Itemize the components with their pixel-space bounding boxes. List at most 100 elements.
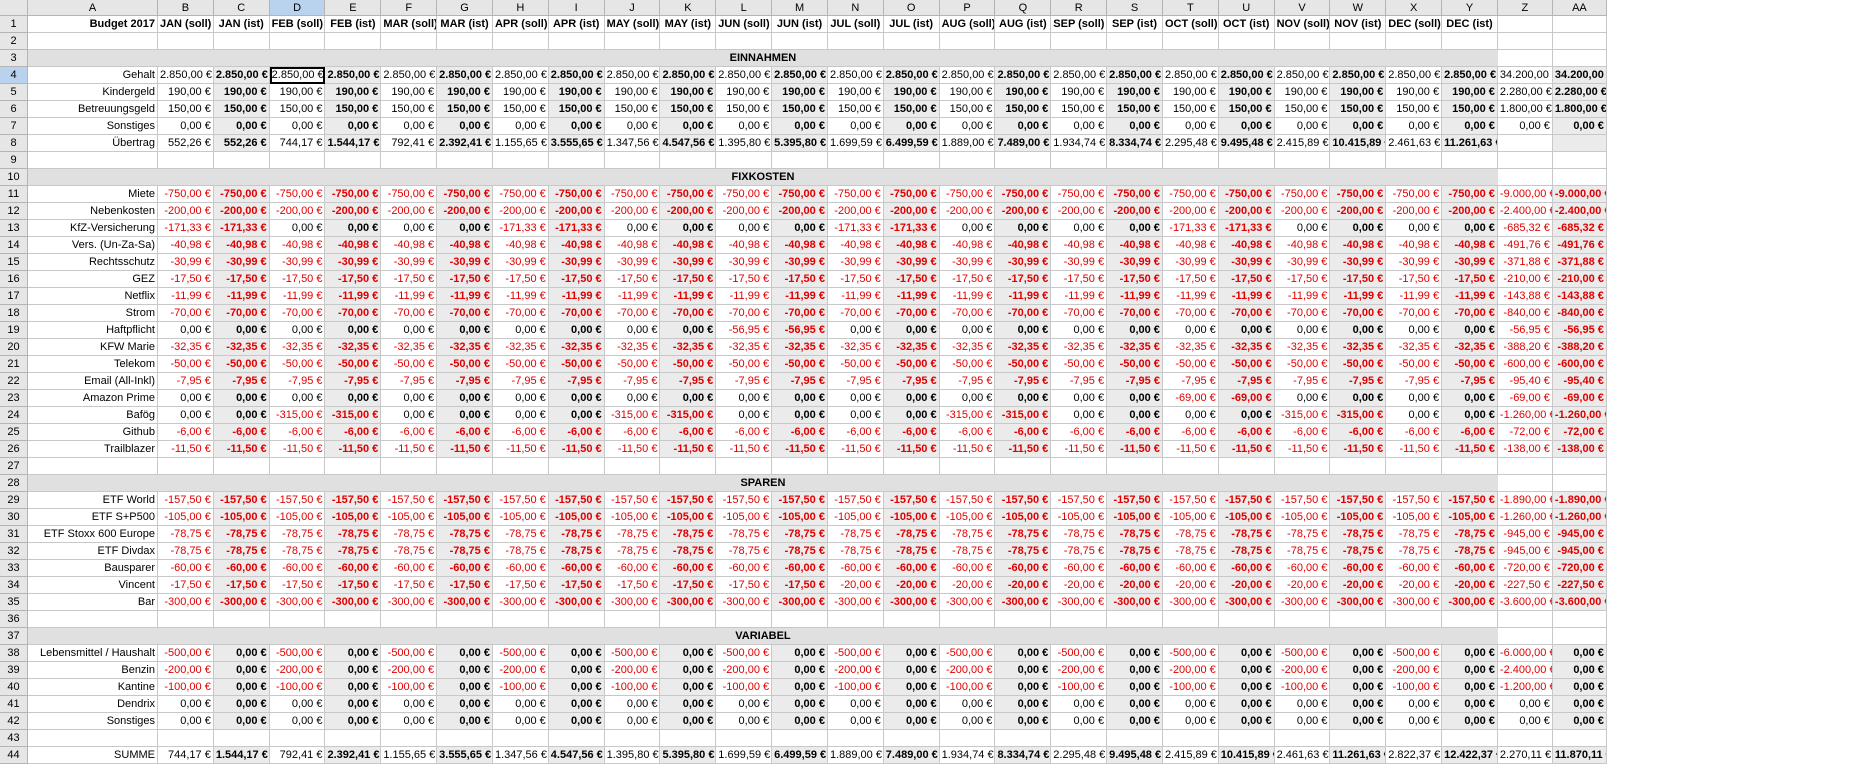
value-cell[interactable]: 0,00 €	[158, 696, 214, 713]
value-cell[interactable]: -105,00 €	[1218, 509, 1275, 526]
value-cell[interactable]: 150,00 €	[883, 101, 940, 118]
row-header-19[interactable]: 19	[0, 322, 28, 339]
value-cell[interactable]: -171,33 €	[492, 220, 549, 237]
value-cell[interactable]: 0,00 €	[716, 390, 773, 407]
value-cell[interactable]: -20,00 €	[1162, 577, 1219, 594]
value-cell[interactable]: 0,00 €	[660, 118, 717, 135]
value-cell[interactable]: 0,00 €	[381, 390, 438, 407]
cell[interactable]	[716, 611, 773, 628]
value-cell[interactable]: 0,00 €	[437, 118, 493, 135]
cell[interactable]	[269, 458, 326, 475]
row-header-35[interactable]: 35	[0, 594, 28, 611]
value-cell[interactable]: 0,00 €	[772, 679, 828, 696]
cell[interactable]	[213, 152, 270, 169]
column-title[interactable]: SEP (soll)	[1051, 16, 1108, 33]
value-cell[interactable]: -17,50 €	[325, 577, 382, 594]
value-cell[interactable]: -300,00 €	[213, 594, 270, 611]
value-cell[interactable]: -100,00 €	[1274, 679, 1331, 696]
cell[interactable]	[437, 33, 493, 50]
row-header-10[interactable]: 10	[0, 169, 28, 186]
value-cell[interactable]: -30,99 €	[1218, 254, 1275, 271]
value-cell[interactable]: -50,00 €	[381, 356, 438, 373]
cell[interactable]	[883, 458, 940, 475]
value-cell[interactable]: -945,00 €	[1552, 526, 1607, 543]
value-cell[interactable]: -11,99 €	[772, 288, 828, 305]
value-cell[interactable]: 4.547,56 €	[660, 135, 717, 152]
value-cell[interactable]: 0,00 €	[883, 118, 940, 135]
cell[interactable]	[772, 611, 828, 628]
column-header-z[interactable]: Z	[1497, 0, 1553, 16]
column-title[interactable]: AUG (soll)	[939, 16, 996, 33]
value-cell[interactable]: -40,98 €	[995, 237, 1052, 254]
value-cell[interactable]: 0,00 €	[772, 662, 828, 679]
column-header-b[interactable]: B	[158, 0, 214, 16]
value-cell[interactable]: -32,35 €	[213, 339, 270, 356]
value-cell[interactable]: -315,00 €	[939, 407, 996, 424]
cell[interactable]	[660, 152, 717, 169]
value-cell[interactable]: -105,00 €	[1051, 509, 1108, 526]
column-header-n[interactable]: N	[827, 0, 884, 16]
value-cell[interactable]: -11,50 €	[604, 441, 661, 458]
value-cell[interactable]: -200,00 €	[381, 662, 438, 679]
value-cell[interactable]: 0,00 €	[492, 696, 549, 713]
value-cell[interactable]: -200,00 €	[269, 662, 326, 679]
value-cell[interactable]: -20,00 €	[1330, 577, 1387, 594]
value-cell[interactable]: -60,00 €	[1051, 560, 1108, 577]
value-cell[interactable]: -32,35 €	[995, 339, 1052, 356]
value-cell[interactable]: 150,00 €	[1442, 101, 1498, 118]
value-cell[interactable]: 0,00 €	[939, 118, 996, 135]
value-cell[interactable]: -105,00 €	[604, 509, 661, 526]
value-cell[interactable]: -78,75 €	[325, 526, 382, 543]
value-cell[interactable]: 0,00 €	[939, 696, 996, 713]
value-cell[interactable]: -50,00 €	[213, 356, 270, 373]
value-cell[interactable]: 190,00 €	[158, 84, 214, 101]
cell[interactable]	[158, 730, 214, 747]
value-cell[interactable]: 0,00 €	[660, 322, 717, 339]
value-cell[interactable]: -300,00 €	[158, 594, 214, 611]
cell[interactable]	[772, 458, 828, 475]
row-label[interactable]: Netflix	[28, 288, 158, 305]
cell[interactable]	[995, 458, 1052, 475]
value-cell[interactable]: -11,50 €	[1386, 441, 1443, 458]
value-cell[interactable]: 0,00 €	[772, 407, 828, 424]
value-cell[interactable]: -685,32 €	[1497, 220, 1553, 237]
value-cell[interactable]: -78,75 €	[1162, 543, 1219, 560]
value-cell[interactable]: -50,00 €	[1274, 356, 1331, 373]
value-cell[interactable]: 0,00 €	[1218, 696, 1275, 713]
value-cell[interactable]: -6,00 €	[437, 424, 493, 441]
value-cell[interactable]: 792,41 €	[269, 747, 326, 764]
value-cell[interactable]: -750,00 €	[325, 186, 382, 203]
value-cell[interactable]: -78,75 €	[772, 526, 828, 543]
value-cell[interactable]: -40,98 €	[381, 237, 438, 254]
value-cell[interactable]: 0,00 €	[604, 696, 661, 713]
value-cell[interactable]: 0,00 €	[548, 662, 605, 679]
cell[interactable]	[1552, 628, 1607, 645]
cell[interactable]	[548, 152, 605, 169]
cell[interactable]	[381, 730, 438, 747]
column-title[interactable]: DEC (soll)	[1386, 16, 1443, 33]
row-label[interactable]: Rechtsschutz	[28, 254, 158, 271]
value-cell[interactable]: -100,00 €	[604, 679, 661, 696]
value-cell[interactable]: -157,50 €	[158, 492, 214, 509]
value-cell[interactable]: 150,00 €	[1051, 101, 1108, 118]
value-cell[interactable]: -40,98 €	[492, 237, 549, 254]
value-cell[interactable]: 0,00 €	[269, 322, 326, 339]
value-cell[interactable]: -78,75 €	[604, 543, 661, 560]
value-cell[interactable]: 190,00 €	[827, 84, 884, 101]
value-cell[interactable]: 0,00 €	[827, 713, 884, 730]
value-cell[interactable]: 0,00 €	[995, 679, 1052, 696]
value-cell[interactable]: -200,00 €	[158, 662, 214, 679]
value-cell[interactable]: 1.934,74 €	[939, 747, 996, 764]
value-cell[interactable]: -30,99 €	[939, 254, 996, 271]
value-cell[interactable]: -30,99 €	[1442, 254, 1498, 271]
value-cell[interactable]: -50,00 €	[1162, 356, 1219, 373]
value-cell[interactable]: 0,00 €	[1051, 696, 1108, 713]
cell[interactable]	[1162, 152, 1219, 169]
column-header-p[interactable]: P	[939, 0, 996, 16]
value-cell[interactable]: 8.334,74 €	[1107, 135, 1163, 152]
value-cell[interactable]: -200,00 €	[1274, 203, 1331, 220]
value-cell[interactable]: -100,00 €	[158, 679, 214, 696]
value-cell[interactable]: -11,50 €	[437, 441, 493, 458]
column-header-u[interactable]: U	[1218, 0, 1275, 16]
cell[interactable]	[381, 458, 438, 475]
